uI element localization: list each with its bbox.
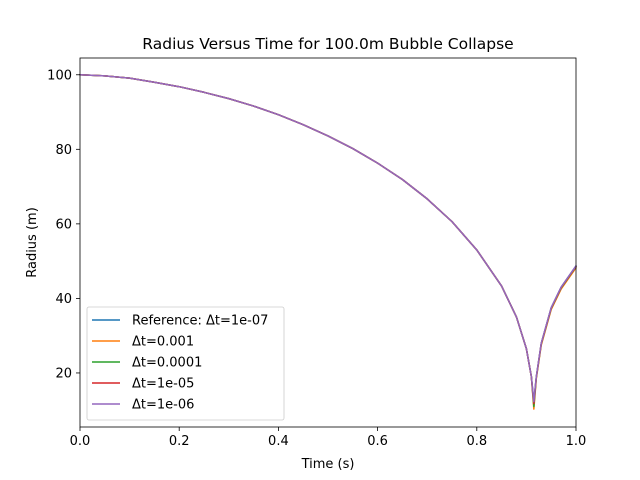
legend-box bbox=[86, 306, 285, 421]
plot-frame bbox=[79, 57, 577, 428]
legend-label: Δt=1e-06 bbox=[132, 398, 194, 413]
y-tick-label: 60 bbox=[55, 217, 72, 232]
x-tick-label: 1.0 bbox=[566, 434, 587, 449]
x-tick-label: 0.6 bbox=[367, 434, 388, 449]
legend-label: Δt=0.001 bbox=[132, 335, 194, 350]
y-axis: 20 40 60 80 100 bbox=[47, 68, 80, 381]
x-axis-title: Time (s) bbox=[301, 457, 355, 472]
chart-title: Radius Versus Time for 100.0m Bubble Col… bbox=[142, 35, 513, 53]
legend: Reference: Δt=1e-07 Δt=0.001 Δt=0.0001 Δt=1… bbox=[86, 306, 285, 421]
series-line-4 bbox=[79, 74, 577, 403]
x-tick-label: 0.4 bbox=[268, 434, 289, 449]
x-tick-label: 0.2 bbox=[169, 434, 190, 449]
x-tick-label: 0.8 bbox=[466, 434, 487, 449]
y-axis-title: Radius (m) bbox=[25, 207, 40, 278]
y-tick-label: 100 bbox=[47, 68, 72, 83]
legend-label: Δt=1e-05 bbox=[132, 377, 194, 392]
x-axis: 0.0 0.2 0.4 0.6 0.8 1.0 bbox=[70, 427, 587, 449]
legend-label: Δt=0.0001 bbox=[132, 356, 202, 371]
plot-lines bbox=[79, 74, 577, 410]
legend-label: Reference: Δt=1e-07 bbox=[132, 314, 268, 329]
x-tick-label: 0.0 bbox=[70, 434, 91, 449]
y-tick-label: 80 bbox=[55, 143, 72, 158]
y-tick-label: 40 bbox=[55, 292, 72, 307]
y-tick-label: 20 bbox=[55, 366, 72, 381]
